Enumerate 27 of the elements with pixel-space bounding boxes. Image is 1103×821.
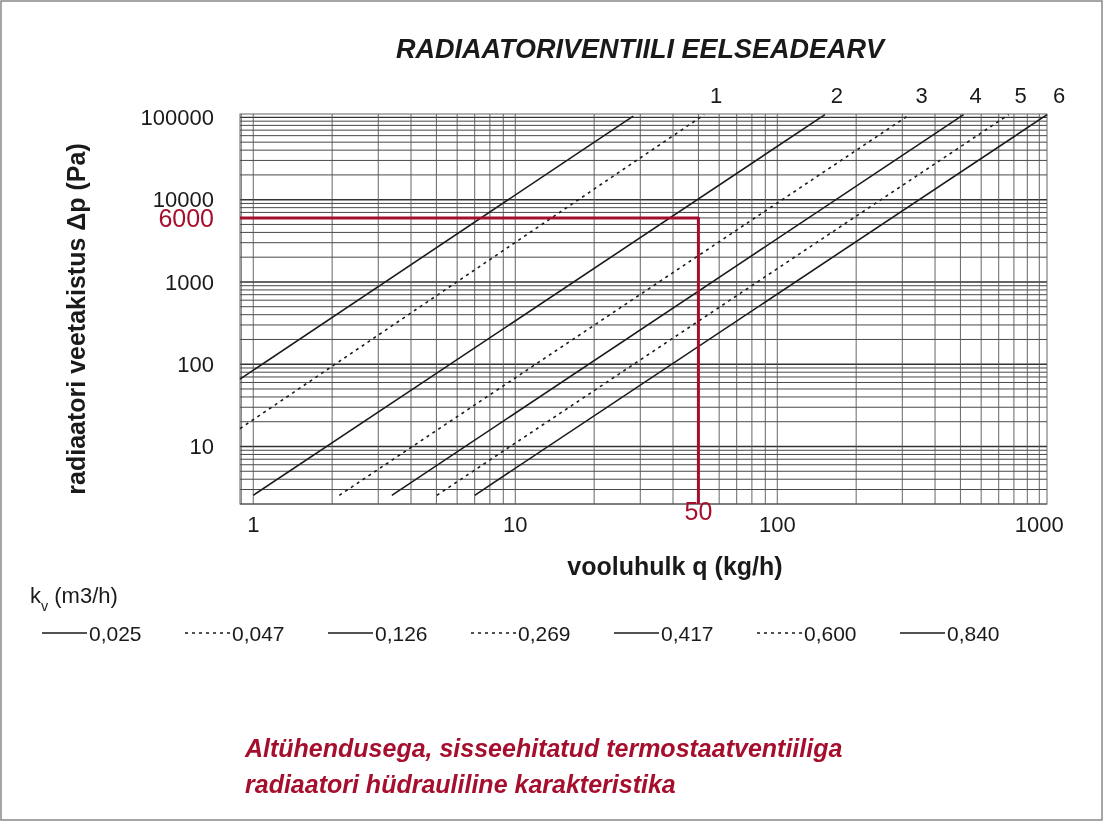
legend-label: 0,126	[375, 622, 428, 645]
x-tick-label: 100	[758, 512, 796, 537]
y-tick-label: 10	[189, 434, 214, 460]
text: Altühendusega, sisseehitatud termostaatventiiliga radiaatori hüdrauliline karakteristika	[244, 734, 843, 798]
y-tick-label: 1000	[165, 269, 214, 295]
annotation: 3	[915, 82, 928, 108]
legend-label: 0,417	[661, 622, 714, 645]
annotation: 2	[830, 82, 844, 108]
x-axis-title: vooluhulk q (kg/h)	[567, 552, 783, 580]
y-axis-title: radiaatori veetakistus Δp (Pa)	[62, 143, 90, 495]
x-tick-label: 10	[503, 512, 528, 537]
legend-label: 0,600	[804, 622, 857, 645]
annotation: 6	[1052, 82, 1066, 108]
chart-title: RADIAATORIVENTIILI EELSEADEARV	[395, 34, 887, 64]
x-tick-label: 1	[247, 512, 260, 537]
y-tick-label: 100000	[140, 105, 214, 131]
y-tick-label: 100	[177, 351, 214, 377]
annotation: 5	[1014, 82, 1027, 108]
annotation: 1	[710, 82, 723, 108]
legend-title: k$_{v}$ (m3/h)	[30, 583, 118, 614]
legend-label: 0,269	[518, 622, 571, 645]
annotation: 4	[969, 82, 982, 108]
x-tick-label: 1000	[1014, 512, 1064, 537]
legend-label: 0,047	[232, 622, 285, 645]
legend-label: 0,840	[947, 622, 1000, 645]
legend-label: 0,025	[89, 622, 142, 645]
annotation: 50	[684, 497, 713, 525]
